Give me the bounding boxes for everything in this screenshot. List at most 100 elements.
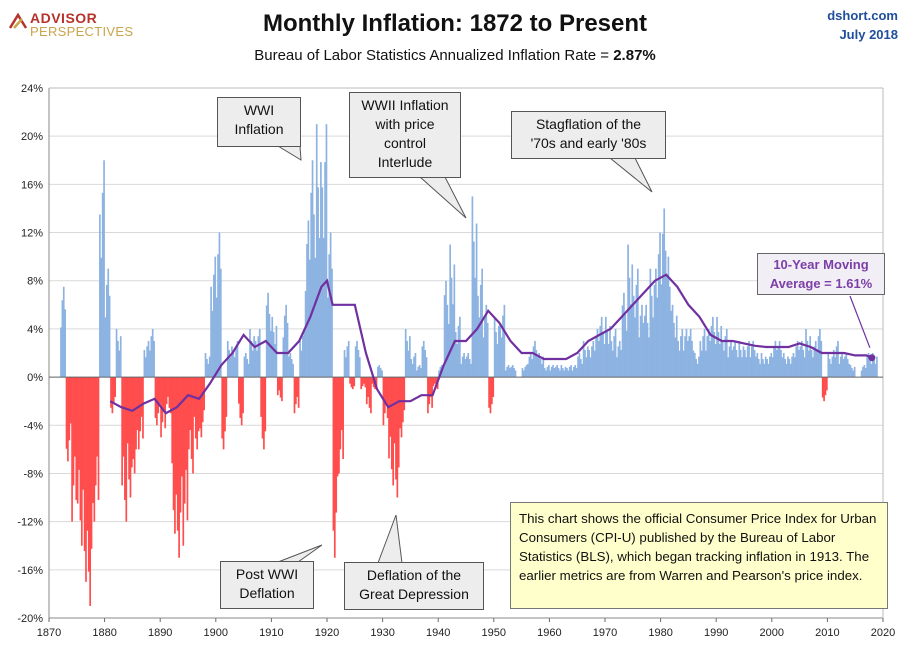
source-site: dshort.com	[827, 8, 898, 23]
y-tick-label: -16%	[17, 565, 43, 577]
inflation-bar	[67, 377, 69, 462]
inflation-bar	[142, 377, 144, 439]
callout-wwii-tail	[418, 176, 467, 219]
inflation-bar	[649, 268, 652, 378]
inflation-bar	[371, 377, 374, 384]
inflation-bar	[860, 370, 863, 378]
inflation-bar	[844, 356, 846, 378]
inflation-bar	[208, 356, 211, 378]
inflation-bar	[862, 366, 864, 378]
inflation-bar	[867, 353, 870, 378]
inflation-bar	[206, 359, 208, 378]
inflation-bar	[602, 331, 604, 378]
inflation-bar	[618, 340, 621, 378]
inflation-bar	[657, 254, 660, 378]
inflation-bar	[150, 336, 153, 378]
inflation-bar	[115, 328, 118, 378]
inflation-bar	[320, 162, 322, 378]
inflation-bar	[281, 377, 283, 402]
inflation-bar	[270, 330, 272, 378]
inflation-bar	[96, 377, 98, 457]
inflation-bar	[610, 340, 613, 378]
inflation-bar	[329, 232, 332, 378]
inflation-bar	[108, 295, 111, 378]
inflation-bar	[361, 377, 364, 387]
inflation-bar	[414, 353, 417, 378]
inflation-bar	[181, 377, 183, 477]
inflation-bar	[472, 241, 475, 378]
inflation-bar	[260, 377, 262, 417]
inflation-bar	[543, 368, 546, 378]
inflation-bar	[845, 353, 848, 378]
inflation-bar	[571, 370, 574, 378]
inflation-bar	[354, 346, 357, 378]
inflation-bar	[832, 349, 835, 378]
inflation-bar	[809, 336, 812, 378]
inflation-bar	[639, 315, 642, 378]
inflation-bar	[307, 220, 310, 378]
inflation-bar	[522, 370, 525, 378]
inflation-bar	[360, 377, 363, 390]
inflation-bar	[495, 331, 497, 378]
inflation-bar	[774, 340, 777, 378]
inflation-bar	[566, 368, 568, 378]
inflation-bar	[332, 377, 335, 531]
inflation-bar	[293, 377, 296, 414]
inflation-bar	[525, 365, 528, 378]
inflation-bar	[873, 359, 875, 378]
inflation-bar	[561, 368, 564, 378]
inflation-bar	[311, 160, 314, 378]
inflation-bar	[771, 357, 774, 378]
inflation-bar	[214, 256, 217, 378]
inflation-bar	[511, 365, 514, 378]
inflation-bar	[438, 370, 440, 378]
callout-stag-line1: Stagflation of the	[535, 116, 642, 132]
inflation-bar	[716, 316, 718, 378]
y-tick-label: -12%	[17, 517, 43, 529]
inflation-bar	[418, 365, 421, 378]
inflation-bar	[370, 377, 372, 414]
inflation-bar	[207, 363, 210, 378]
inflation-bar	[228, 349, 230, 378]
inflation-bar	[129, 377, 132, 498]
inflation-bar	[172, 377, 175, 511]
inflation-bar	[782, 353, 785, 378]
inflation-bar	[816, 350, 818, 378]
inflation-bar	[636, 268, 639, 378]
inflation-bar	[442, 368, 445, 378]
inflation-bar	[403, 377, 406, 411]
inflation-bar	[821, 377, 824, 398]
inflation-bar	[383, 377, 386, 414]
inflation-bar	[521, 368, 524, 378]
inflation-bar	[203, 377, 205, 411]
inflation-bar	[87, 377, 90, 572]
inflation-bar	[725, 328, 728, 378]
inflation-bar	[139, 377, 142, 432]
inflation-bar	[367, 377, 369, 397]
inflation-bar	[837, 340, 839, 378]
inflation-bar	[732, 346, 735, 378]
inflation-bar	[188, 377, 190, 450]
inflation-bar	[446, 304, 449, 378]
inflation-bar	[461, 356, 464, 378]
source-block: dshort.com July 2018	[827, 6, 898, 44]
inflation-bar	[599, 325, 602, 378]
inflation-bar	[831, 356, 834, 378]
inflation-bar	[406, 340, 408, 378]
inflation-bar	[767, 363, 770, 378]
inflation-bar	[488, 377, 490, 408]
inflation-bar	[706, 336, 709, 378]
inflation-bar	[345, 357, 347, 378]
inflation-bar	[231, 346, 233, 378]
inflation-bar	[575, 368, 578, 378]
brand-logo: ADVISOR PERSPECTIVES	[8, 8, 138, 39]
callout-wwi-line1: WWI	[243, 102, 275, 118]
inflation-bar	[194, 377, 197, 439]
inflation-bar	[550, 366, 553, 378]
callout-dep-line1: Deflation of the	[366, 567, 462, 583]
inflation-bar	[660, 284, 663, 378]
inflation-bar	[393, 377, 396, 444]
inflation-bar	[395, 377, 397, 480]
inflation-bar	[477, 295, 479, 378]
inflation-bar	[598, 340, 600, 378]
